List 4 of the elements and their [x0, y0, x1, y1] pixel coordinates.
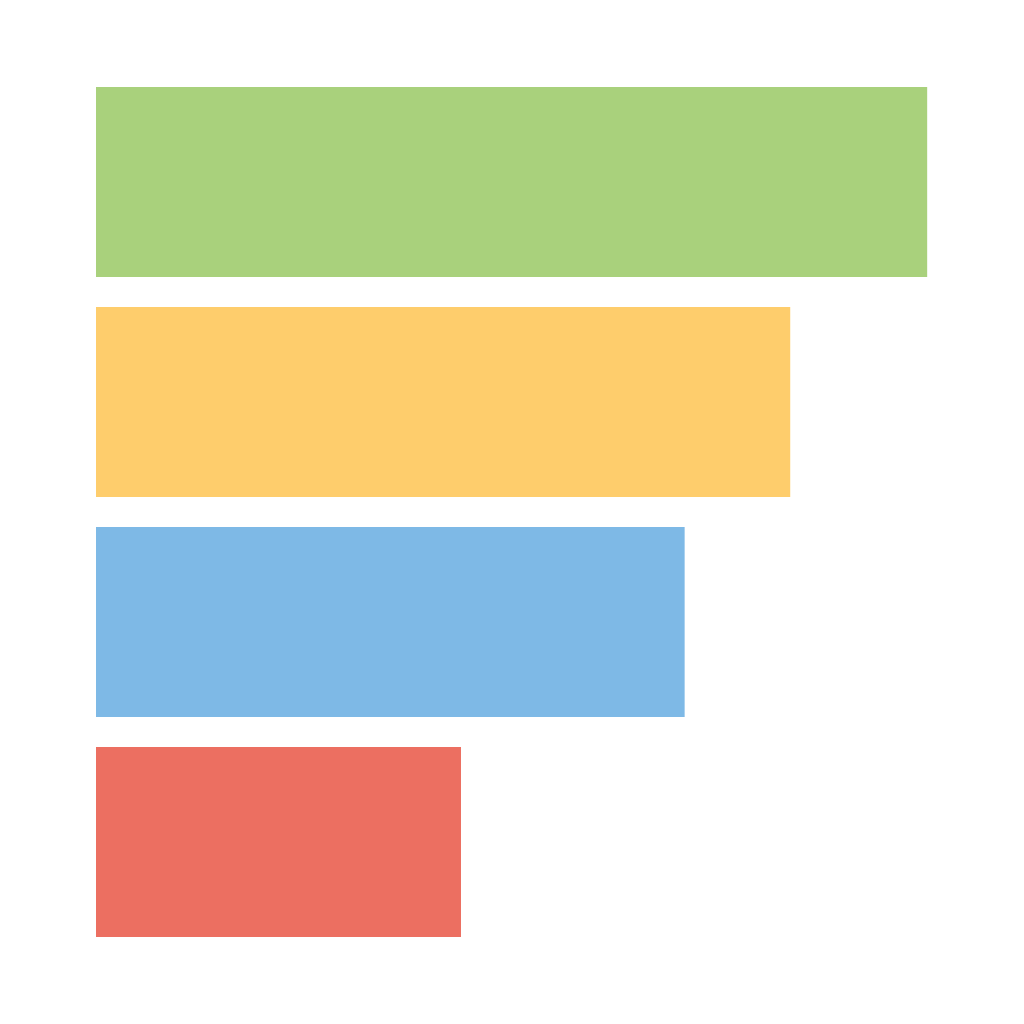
bar — [96, 527, 685, 718]
bar — [96, 87, 928, 278]
bar — [96, 307, 791, 498]
bar — [96, 747, 461, 938]
